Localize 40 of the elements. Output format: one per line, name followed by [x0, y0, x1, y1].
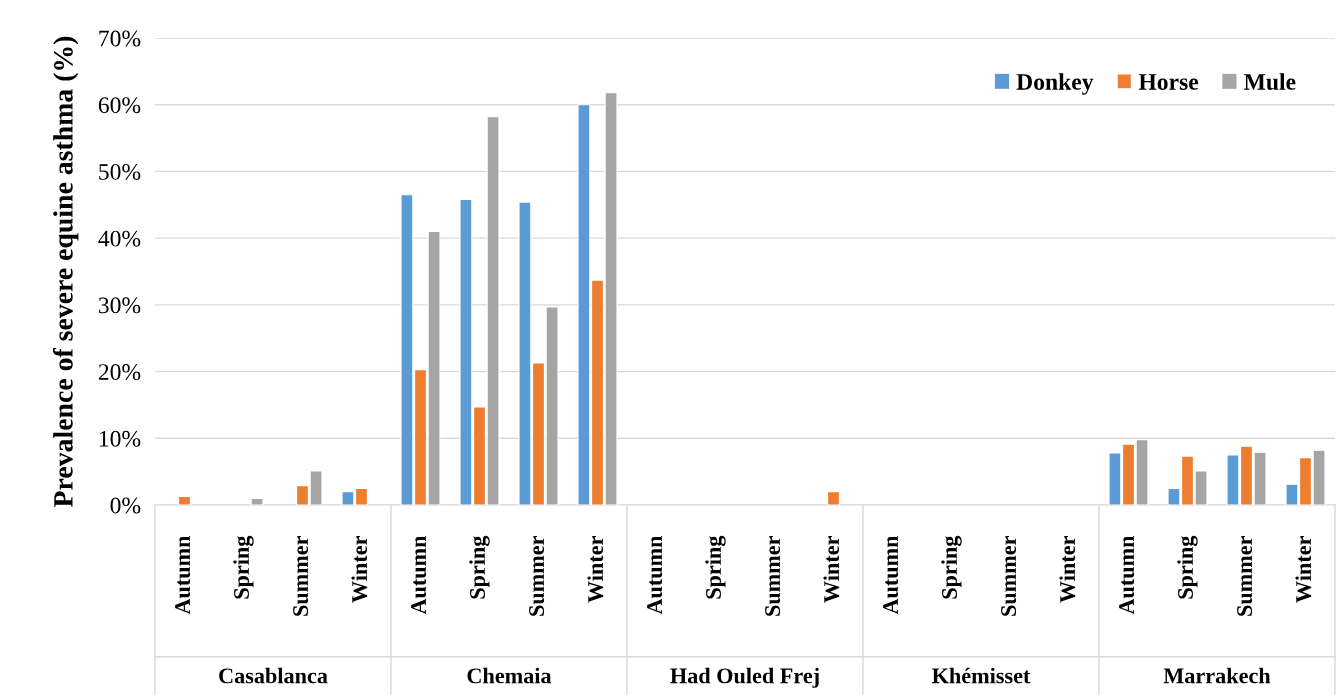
bar	[250, 497, 264, 505]
bar	[827, 491, 840, 505]
text: Khémisset	[932, 667, 1031, 684]
x-tick-label: Spring	[941, 535, 962, 599]
x-tick-label: Spring	[1177, 535, 1198, 599]
y-tick-label: 50%	[99, 163, 141, 180]
x-tick-label: Winter	[1295, 536, 1312, 603]
x-tick-label: Summer	[529, 536, 545, 616]
x-tick-label: Autumn	[883, 535, 899, 615]
bar	[178, 495, 191, 505]
text: Marrakech	[1163, 667, 1271, 684]
text: Casablanca	[219, 667, 328, 684]
y-tick-label: 60%	[98, 97, 141, 114]
x-tick-label: Autumn	[647, 535, 663, 615]
x-tick-label: Winter	[351, 536, 368, 603]
x-tick-label: Spring	[469, 535, 490, 599]
y-tick-label: 10%	[99, 430, 141, 447]
legend-label: Donkey	[1016, 73, 1094, 95]
y-tick-label: 0%	[110, 497, 141, 514]
y-axis-title: Prevalence of severe equine asthma (%)	[52, 36, 79, 507]
legend-label: Mule	[1243, 73, 1296, 90]
x-tick-label: Winter	[823, 536, 840, 603]
y-tick-label: 70%	[99, 30, 141, 47]
x-tick-label: Spring	[233, 535, 254, 599]
y-tick-label: 40%	[98, 230, 141, 247]
legend-label: Horse	[1138, 74, 1199, 90]
x-tick-label: Autumn	[1119, 535, 1135, 615]
x-tick-label: Summer	[765, 536, 781, 616]
text: Had Ouled Frej	[670, 667, 819, 688]
x-tick-label: Winter	[587, 536, 604, 603]
y-tick-label: 20%	[98, 364, 141, 381]
x-tick-label: Autumn	[411, 535, 427, 615]
x-tick-label: Summer	[293, 536, 309, 616]
text: Chemaia	[467, 667, 552, 684]
x-tick-label: Autumn	[175, 535, 191, 615]
x-tick-label: Summer	[1237, 536, 1253, 616]
x-tick-label: Spring	[705, 535, 726, 599]
y-tick-label: 30%	[98, 297, 141, 314]
x-tick-label: Winter	[1059, 536, 1076, 603]
x-tick-label: Summer	[1001, 536, 1017, 616]
